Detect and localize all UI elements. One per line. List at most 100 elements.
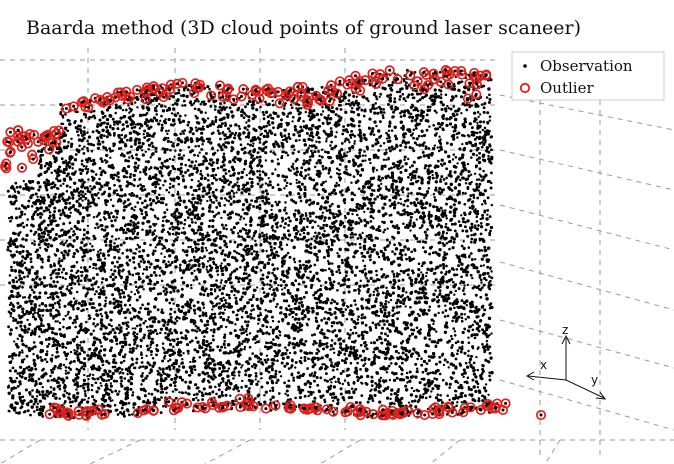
observation-point [482,175,486,179]
observation-point [254,341,257,345]
observation-point [197,187,201,191]
observation-point [435,176,439,180]
observation-point [47,242,51,246]
observation-point [265,341,268,345]
observation-point [315,301,318,305]
observation-point [194,160,198,163]
observation-point [136,166,140,170]
observation-point [248,143,253,147]
observation-point [37,377,41,381]
observation-point [347,99,351,102]
observation-point [215,236,218,240]
observation-point [385,187,389,191]
observation-point [393,97,397,100]
observation-point [131,348,135,353]
observation-point [169,148,172,152]
observation-point [465,273,469,277]
observation-point [462,148,466,152]
observation-point [425,301,428,305]
observation-point [168,342,173,347]
observation-point [269,150,273,154]
observation-point [221,272,225,277]
observation-point [398,177,401,180]
observation-point [110,211,113,215]
observation-point [177,156,181,160]
observation-point [234,276,239,280]
observation-point [386,340,390,343]
observation-point [381,176,384,180]
observation-point [380,275,384,279]
observation-point [323,335,327,340]
observation-point [196,326,200,330]
observation-point [73,207,78,212]
observation-point [15,326,18,330]
observation-point [270,212,274,216]
observation-point [143,199,147,203]
observation-point [134,280,138,284]
observation-point [130,206,134,211]
observation-point [229,180,233,184]
observation-point [399,143,403,148]
observation-point [96,323,100,326]
observation-point [81,256,84,259]
observation-point [231,373,234,377]
observation-point [372,133,376,136]
observation-point [113,265,117,268]
observation-point [264,159,268,162]
observation-point [69,145,73,149]
observation-point [214,118,218,122]
observation-point [151,199,156,203]
observation-point [414,277,418,282]
observation-point [445,117,449,121]
observation-point [312,343,315,346]
observation-point [427,187,431,190]
observation-point [438,218,443,222]
observation-point [469,252,473,255]
observation-point [32,345,35,349]
observation-point [335,321,339,325]
observation-point [99,312,103,316]
observation-point [188,380,193,384]
observation-point [65,391,69,395]
observation-point [468,140,472,144]
observation-point [150,392,154,396]
observation-point [418,98,422,102]
observation-point [453,306,456,310]
observation-point [156,243,159,247]
observation-point [26,204,30,209]
observation-point [267,271,271,275]
observation-point [455,234,459,238]
observation-point [383,338,388,342]
observation-point [226,318,230,322]
observation-point [278,334,282,337]
observation-point [171,225,174,229]
observation-point [462,280,466,284]
observation-point [30,205,34,208]
observation-point [219,137,222,141]
observation-point [421,370,425,374]
observation-point [147,137,151,141]
observation-point [361,336,365,341]
observation-point [445,176,448,180]
observation-point [315,215,318,219]
observation-point [240,342,244,346]
observation-point [40,302,45,306]
observation-point [71,196,75,200]
observation-point [220,216,223,220]
observation-point [111,371,115,376]
observation-point [259,372,263,376]
observation-point [286,394,290,397]
observation-point [82,251,86,255]
observation-point [241,379,244,383]
observation-point [327,261,331,266]
observation-point [34,192,38,196]
observation-point [271,99,274,103]
observation-point [53,195,57,199]
observation-point [271,395,275,399]
observation-point [40,265,44,269]
observation-point [21,351,24,354]
observation-point [166,132,169,135]
observation-point [299,238,302,241]
observation-point [365,234,369,238]
observation-point [271,186,275,189]
